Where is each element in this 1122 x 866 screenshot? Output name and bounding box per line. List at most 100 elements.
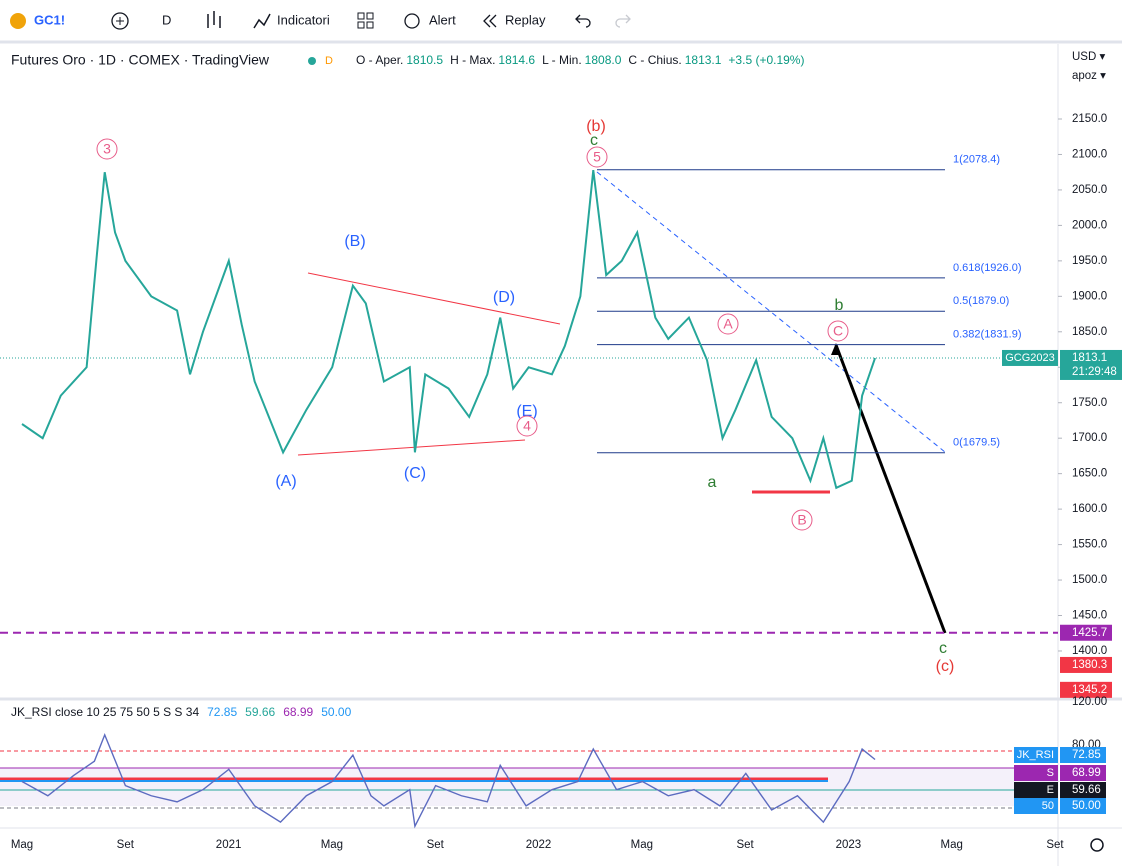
- replay-button[interactable]: Replay: [505, 12, 546, 27]
- price-line: [21, 169, 876, 490]
- rsi-badge-value: 68.99: [1072, 767, 1101, 779]
- rsi-badge-name: S: [1047, 767, 1054, 779]
- wave-label: b: [835, 297, 844, 314]
- alert-badge: [1060, 656, 1112, 673]
- time-label: Set: [117, 839, 135, 851]
- arrow-head: [831, 343, 841, 355]
- current-symbol: GCG2023: [1005, 352, 1055, 364]
- wave-label: (C): [404, 465, 426, 482]
- redo[interactable]: [615, 14, 631, 28]
- scale-mode[interactable]: apoz ▾: [1072, 70, 1106, 82]
- layout-icon: [366, 21, 374, 29]
- price-tick-label: 1750.0: [1072, 397, 1107, 409]
- rsi-badge: [1014, 798, 1058, 814]
- indicators-button[interactable]: Indicatori: [277, 12, 330, 27]
- price-tick-label: 2050.0: [1072, 184, 1107, 196]
- rsi-band: [0, 768, 1058, 806]
- ohlc-label: L - Min.: [542, 53, 582, 67]
- status-dot: [308, 57, 316, 65]
- rsi-badge-name: 50: [1042, 800, 1054, 812]
- alert-badge: [1060, 624, 1112, 641]
- layout-icon[interactable]: [357, 12, 365, 20]
- replay-icon: [483, 14, 497, 28]
- alert-price: 1380.3: [1072, 659, 1107, 671]
- alert-price: 1425.7: [1072, 627, 1107, 639]
- alert-button[interactable]: Alert: [429, 12, 456, 27]
- rsi-line: [21, 732, 876, 829]
- rsi-badge-value-bg: [1060, 782, 1106, 798]
- time-label: 2022: [526, 839, 552, 851]
- rsi-badge-value-bg: [1060, 747, 1106, 763]
- wave-circle: [516, 415, 538, 437]
- fib-label: 0.382(1831.9): [953, 329, 1022, 341]
- alert-price: 1345.2: [1072, 684, 1107, 696]
- ohlc-value: 1810.5: [406, 53, 443, 67]
- wave-label: (b): [586, 118, 606, 135]
- wave-label: (c): [936, 658, 955, 675]
- rsi-badge-name: JK_RSI: [1017, 749, 1054, 761]
- time-label: Mag: [321, 839, 343, 851]
- ohlc-value: 1813.1: [685, 53, 722, 67]
- price-tick-label: 1850.0: [1072, 326, 1107, 338]
- chart-type-icon[interactable]: [207, 11, 221, 28]
- settings[interactable]: [1090, 838, 1104, 852]
- fib-label: 0(1679.5): [953, 437, 1000, 449]
- rsi-badge: [1014, 765, 1058, 781]
- price-tick-label: 1400.0: [1072, 645, 1107, 657]
- trend-line: [596, 171, 946, 453]
- price-tick-label: 2000.0: [1072, 219, 1107, 231]
- price-tick-label: 1450.0: [1072, 610, 1107, 622]
- triangle-upper: [307, 272, 561, 325]
- wave-circle: [96, 138, 118, 160]
- price-tick-label: 1950.0: [1072, 255, 1107, 267]
- price-tick-label: 1700.0: [1072, 432, 1107, 444]
- wave-label: 3: [103, 141, 111, 157]
- undo[interactable]: [575, 14, 591, 28]
- ohlc-label: C - Chius.: [628, 53, 681, 67]
- time-label: Mag: [11, 839, 33, 851]
- ohlc-label: O - Aper.: [356, 53, 403, 67]
- rsi-header-value: 72.85: [207, 705, 237, 719]
- rsi-badge-value-bg: [1060, 798, 1106, 814]
- wave-label: 5: [593, 149, 601, 165]
- price-tick-label: 1500.0: [1072, 574, 1107, 586]
- add-symbol[interactable]: [111, 12, 129, 30]
- layout-icon: [366, 12, 374, 20]
- rsi-header-value: 50.00: [321, 705, 351, 719]
- price-tick-label: 2100.0: [1072, 148, 1107, 160]
- wave-label: a: [708, 474, 717, 491]
- fib-label: 1(2078.4): [953, 154, 1000, 166]
- rsi-top-label: 120.00: [1072, 696, 1107, 708]
- price-tick-label: 1600.0: [1072, 503, 1107, 515]
- price-tick-label: 1550.0: [1072, 539, 1107, 551]
- interval[interactable]: D: [162, 12, 171, 27]
- rsi-badge-value-bg: [1060, 765, 1106, 781]
- wave-label: c: [590, 132, 598, 149]
- symbol-icon: [10, 13, 26, 29]
- triangle-lower: [297, 439, 526, 456]
- rsi-badge-value: 59.66: [1072, 784, 1101, 796]
- alert-badge: [1060, 681, 1112, 698]
- rsi-badge: [1014, 747, 1058, 763]
- currency[interactable]: USD ▾: [1072, 51, 1105, 63]
- legend-title: Futures Oro · 1D · COMEX · TradingView: [11, 52, 270, 68]
- time-label: Set: [427, 839, 445, 851]
- wave-label: B: [797, 512, 806, 528]
- wave-circle: [717, 313, 739, 335]
- wave-circle: [791, 509, 813, 531]
- wave-circle: [827, 320, 849, 342]
- price-tick-label: 2150.0: [1072, 113, 1107, 125]
- rsi-header-value: 68.99: [283, 705, 313, 719]
- legend-badge: D: [325, 55, 333, 67]
- current-price: 1813.1: [1072, 352, 1107, 364]
- rsi-badge-value: 50.00: [1072, 800, 1101, 812]
- indicator-icon: [253, 13, 271, 29]
- wave-label: C: [833, 323, 843, 339]
- wave-label: A: [723, 316, 733, 332]
- rsi-badge: [1014, 782, 1058, 798]
- symbol[interactable]: GC1!: [34, 12, 65, 27]
- price-tick-label: 1650.0: [1072, 468, 1107, 480]
- time-label: Set: [1046, 839, 1064, 851]
- wave-label: (E): [516, 403, 537, 420]
- rsi-badge-name: E: [1047, 784, 1054, 796]
